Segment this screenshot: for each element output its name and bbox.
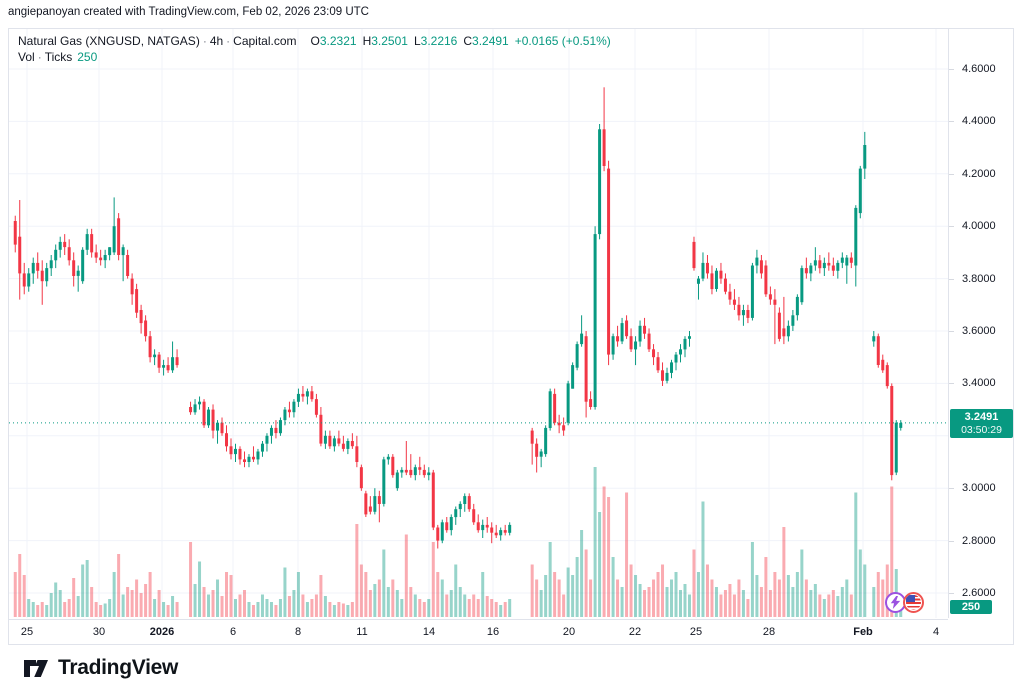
lightning-bolt-glyph	[890, 596, 901, 609]
low-key: L	[413, 34, 421, 48]
time-axis-label: 16	[486, 626, 500, 638]
interval-value[interactable]: 4h	[209, 34, 224, 48]
price-axis-label: 2.6000	[962, 587, 996, 599]
high-value: 3.2501	[371, 34, 408, 48]
price-axis-label: 4.4000	[962, 115, 996, 128]
price-axis-label: 4.2000	[962, 167, 996, 180]
volume-axis-badge: 250	[950, 600, 992, 614]
open-key: O	[310, 34, 320, 48]
time-axis-label: 25	[20, 626, 34, 638]
price-axis-label: 3.8000	[962, 272, 996, 285]
last-price-badge: 3.2491 03:50:29	[950, 408, 1013, 438]
legend-separator: ·	[202, 34, 207, 48]
legend-separator: ·	[226, 34, 231, 48]
ohlc-values: O3.2321 H3.2501 L3.2216 C3.2491	[305, 34, 509, 48]
us-flag-canton	[906, 595, 915, 602]
price-chart-svg[interactable]	[9, 29, 948, 618]
price-axis-label: 3.6000	[962, 325, 996, 337]
price-axis-tick	[949, 540, 954, 542]
price-axis-tick	[949, 226, 954, 228]
low-value: 3.2216	[420, 34, 458, 48]
symbol-title[interactable]: Natural Gas (XNGUSD, NATGAS)	[18, 34, 200, 48]
volume-value: 250	[77, 50, 98, 64]
chart-legend[interactable]: Natural Gas (XNGUSD, NATGAS) · 4h · Capital.…	[18, 34, 611, 65]
price-axis-tick	[949, 69, 954, 70]
bar-countdown: 03:50:29	[961, 423, 1002, 436]
time-axis-label: 11	[356, 626, 368, 638]
time-axis-label: 30	[92, 626, 106, 638]
time-axis-label: 28	[762, 626, 776, 638]
symbol-line: Natural Gas (XNGUSD, NATGAS) · 4h · Capital.…	[18, 34, 611, 49]
time-axis-label: 2026	[149, 626, 175, 638]
last-price-value: 3.2491	[964, 410, 999, 423]
us-flag-event-icon[interactable]	[903, 592, 924, 613]
time-axis-label: 4	[932, 626, 940, 638]
price-axis-tick	[949, 173, 954, 175]
price-axis-tick	[949, 593, 954, 594]
tradingview-logo-text: TradingView	[58, 656, 179, 679]
open-value: 3.2321	[319, 34, 357, 48]
time-axis-label: 25	[689, 626, 703, 638]
price-axis-tick	[949, 383, 954, 385]
time-axis-label: Feb	[853, 626, 873, 638]
price-axis-label: 3.4000	[962, 377, 996, 390]
time-axis-label: 20	[562, 626, 576, 638]
price-change: +0.0165 (+0.51%)	[514, 34, 611, 48]
event-badges	[885, 592, 924, 613]
exchange-name: Capital.com	[233, 34, 297, 48]
chart-plot-area[interactable]	[9, 29, 949, 618]
close-value: 3.2491	[472, 34, 509, 48]
time-axis-label: 6	[229, 626, 237, 638]
close-key: C	[463, 34, 473, 48]
volume-bars	[13, 467, 903, 617]
volume-mode: Ticks	[44, 50, 73, 64]
tradingview-logo-mark	[24, 660, 48, 677]
attribution-text: angiepanoyan created with TradingView.co…	[8, 6, 369, 18]
price-axis-tick	[949, 488, 954, 490]
chart-widget: Natural Gas (XNGUSD, NATGAS) · 4h · Capital.…	[8, 28, 1014, 645]
gridlines	[9, 29, 948, 618]
tradingview-logo[interactable]: TradingView	[22, 654, 178, 682]
price-axis-label: 4.0000	[962, 220, 996, 233]
price-axis-label: 2.8000	[962, 534, 996, 547]
price-axis[interactable]: 3.2491 03:50:29 250 4.6000 4.4000 4.2000 4.…	[949, 29, 1015, 619]
time-axis-label: 22	[628, 626, 642, 638]
candles	[13, 87, 903, 549]
time-axis-label: 8	[294, 626, 302, 638]
volume-line: Vol · Ticks 250	[18, 50, 611, 65]
volume-label[interactable]: Vol	[18, 50, 35, 64]
high-key: H	[362, 34, 372, 48]
price-axis-tick	[949, 121, 954, 123]
time-axis[interactable]: 25 30 2026 6 8 11 14 16 20 22 25 28 Feb 4	[9, 619, 948, 646]
price-axis-label: 4.6000	[962, 63, 996, 75]
legend-separator: ·	[37, 50, 42, 64]
price-axis-label: 3.0000	[962, 482, 996, 495]
time-axis-label: 14	[422, 626, 436, 638]
price-axis-tick	[949, 278, 954, 280]
price-axis-tick	[949, 331, 954, 332]
